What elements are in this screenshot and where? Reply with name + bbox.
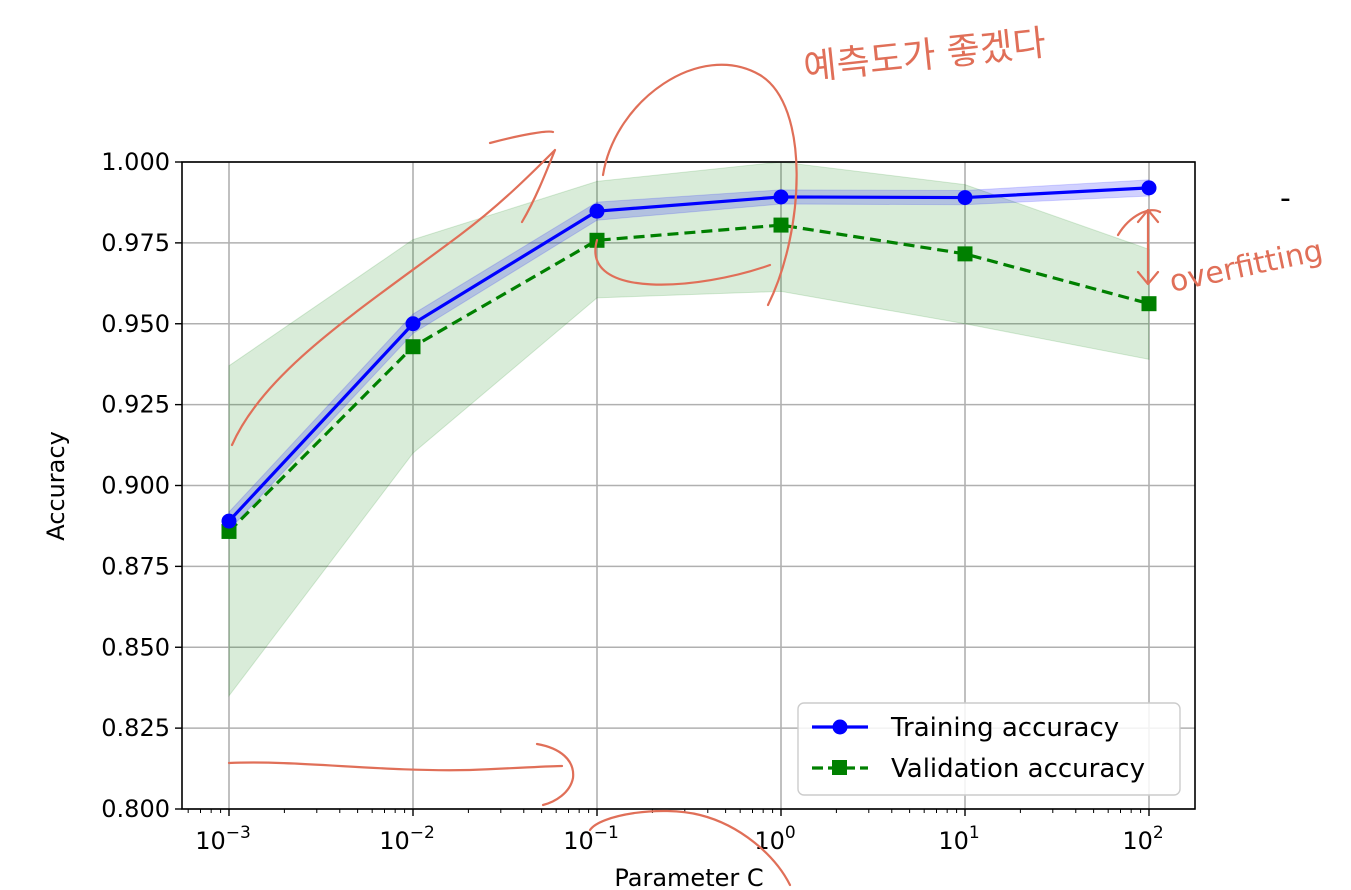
- confidence-bands: [228, 162, 1150, 698]
- x-tick-label: 102: [1122, 823, 1163, 855]
- x-axis-label: Parameter C: [614, 864, 763, 890]
- y-tick-label: 0.900: [101, 472, 170, 500]
- handwritten-korean-note: 예측도가 좋겠다: [802, 23, 1048, 89]
- y-axis: 0.800 0.825 0.850 0.875 0.900 0.925 0.950 0.975…: [101, 148, 182, 823]
- training-point: [589, 203, 605, 219]
- handwritten-gap-arrow: [1116, 208, 1162, 286]
- y-tick-label: 0.925: [101, 391, 170, 419]
- y-tick-label: 0.875: [101, 552, 170, 580]
- training-band: [228, 179, 1150, 532]
- legend: Training accuracy Validation accuracy: [797, 702, 1181, 796]
- y-tick-label: 0.800: [101, 795, 170, 823]
- x-tick-label: 101: [938, 823, 979, 855]
- handwritten-circle: [594, 63, 798, 307]
- validation-point: [773, 217, 789, 233]
- y-tick-label: 1.000: [101, 148, 170, 176]
- training-point: [1141, 180, 1157, 196]
- legend-training-marker: [832, 719, 848, 735]
- x-tick-label: 100: [754, 823, 795, 855]
- y-tick-label: 0.950: [101, 310, 170, 338]
- validation-point: [1141, 296, 1157, 312]
- legend-training-label: Training accuracy: [890, 713, 1119, 743]
- x-tick-label: 10−2: [379, 823, 435, 855]
- validation-band: [228, 162, 1150, 698]
- handwritten-bracket: [227, 742, 575, 807]
- legend-box: [797, 702, 1181, 796]
- training-point: [405, 316, 421, 332]
- training-line: [227, 186, 1150, 523]
- validation-point: [221, 523, 237, 539]
- x-axis: 10−3 10−2 10−1 100 101 102: [187, 809, 1164, 855]
- series-markers: [221, 180, 1157, 539]
- handwritten-arrow-up: [230, 130, 557, 447]
- y-axis-label: Accuracy: [42, 431, 70, 541]
- training-point: [957, 190, 973, 206]
- validation-line: [227, 223, 1150, 533]
- y-tick-label: 0.825: [101, 714, 170, 742]
- legend-validation-label: Validation accuracy: [891, 754, 1145, 784]
- validation-point: [405, 339, 421, 355]
- series-lines: [227, 186, 1150, 533]
- dash-mark: -: [1280, 181, 1291, 216]
- training-point: [773, 189, 789, 205]
- y-tick-label: 0.850: [101, 633, 170, 661]
- handwritten-arc: [588, 809, 792, 887]
- validation-point: [957, 246, 973, 262]
- x-tick-label: 10−3: [195, 823, 251, 855]
- legend-validation-marker: [832, 760, 847, 775]
- training-point: [221, 513, 237, 529]
- y-tick-label: 0.975: [101, 229, 170, 257]
